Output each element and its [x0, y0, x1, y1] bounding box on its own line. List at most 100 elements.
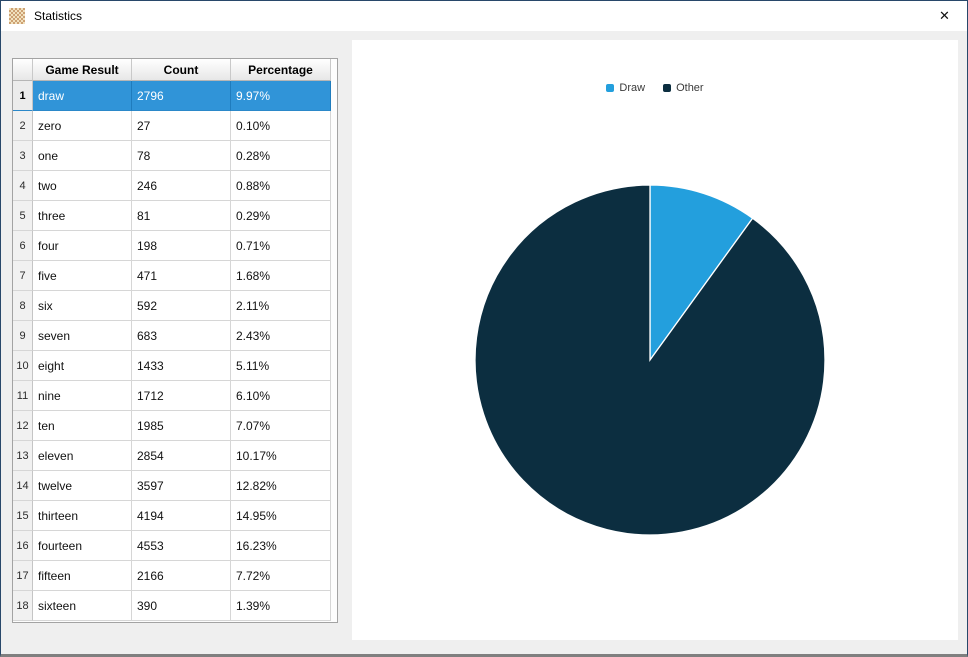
row-number[interactable]: 11 — [13, 381, 33, 411]
header-count[interactable]: Count — [132, 59, 231, 81]
cell-percentage[interactable]: 10.17% — [231, 441, 331, 471]
cell-count[interactable]: 78 — [132, 141, 231, 171]
row-number[interactable]: 8 — [13, 291, 33, 321]
cell-count[interactable]: 4553 — [132, 531, 231, 561]
legend-item-other[interactable]: Other — [663, 82, 704, 94]
row-number[interactable]: 15 — [13, 501, 33, 531]
row-number[interactable]: 6 — [13, 231, 33, 261]
row-number[interactable]: 5 — [13, 201, 33, 231]
cell-game-result[interactable]: sixteen — [33, 591, 132, 621]
cell-count[interactable]: 27 — [132, 111, 231, 141]
table-row[interactable]: 10 eight 1433 5.11% — [13, 351, 337, 381]
cell-percentage[interactable]: 9.97% — [231, 81, 331, 111]
table-row[interactable]: 17 fifteen 2166 7.72% — [13, 561, 337, 591]
cell-game-result[interactable]: two — [33, 171, 132, 201]
pie-slice-other[interactable] — [474, 184, 826, 536]
cell-percentage[interactable]: 16.23% — [231, 531, 331, 561]
row-number[interactable]: 4 — [13, 171, 33, 201]
cell-game-result[interactable]: seven — [33, 321, 132, 351]
cell-game-result[interactable]: fifteen — [33, 561, 132, 591]
cell-count[interactable]: 246 — [132, 171, 231, 201]
row-number[interactable]: 17 — [13, 561, 33, 591]
row-number[interactable]: 16 — [13, 531, 33, 561]
cell-percentage[interactable]: 5.11% — [231, 351, 331, 381]
cell-percentage[interactable]: 0.28% — [231, 141, 331, 171]
row-number[interactable]: 2 — [13, 111, 33, 141]
row-number[interactable]: 13 — [13, 441, 33, 471]
cell-percentage[interactable]: 2.11% — [231, 291, 331, 321]
table-row[interactable]: 15 thirteen 4194 14.95% — [13, 501, 337, 531]
cell-percentage[interactable]: 0.10% — [231, 111, 331, 141]
cell-count[interactable]: 2796 — [132, 81, 231, 111]
table-row[interactable]: 7 five 471 1.68% — [13, 261, 337, 291]
table-row[interactable]: 5 three 81 0.29% — [13, 201, 337, 231]
cell-percentage[interactable]: 0.29% — [231, 201, 331, 231]
cell-percentage[interactable]: 0.88% — [231, 171, 331, 201]
cell-percentage[interactable]: 14.95% — [231, 501, 331, 531]
cell-percentage[interactable]: 12.82% — [231, 471, 331, 501]
cell-percentage[interactable]: 1.68% — [231, 261, 331, 291]
cell-percentage[interactable]: 7.72% — [231, 561, 331, 591]
cell-game-result[interactable]: eight — [33, 351, 132, 381]
row-number[interactable]: 12 — [13, 411, 33, 441]
cell-game-result[interactable]: ten — [33, 411, 132, 441]
table-row[interactable]: 18 sixteen 390 1.39% — [13, 591, 337, 621]
cell-game-result[interactable]: draw — [33, 81, 132, 111]
table-row[interactable]: 14 twelve 3597 12.82% — [13, 471, 337, 501]
cell-count[interactable]: 471 — [132, 261, 231, 291]
table-row[interactable]: 13 eleven 2854 10.17% — [13, 441, 337, 471]
table-row[interactable]: 6 four 198 0.71% — [13, 231, 337, 261]
cell-count[interactable]: 4194 — [132, 501, 231, 531]
header-game-result[interactable]: Game Result — [33, 59, 132, 81]
cell-game-result[interactable]: one — [33, 141, 132, 171]
legend-item-draw[interactable]: Draw — [606, 82, 645, 94]
row-number[interactable]: 10 — [13, 351, 33, 381]
cell-game-result[interactable]: twelve — [33, 471, 132, 501]
table-row[interactable]: 3 one 78 0.28% — [13, 141, 337, 171]
cell-count[interactable]: 683 — [132, 321, 231, 351]
cell-game-result[interactable]: zero — [33, 111, 132, 141]
cell-count[interactable]: 2166 — [132, 561, 231, 591]
header-percentage[interactable]: Percentage — [231, 59, 331, 81]
cell-percentage[interactable]: 2.43% — [231, 321, 331, 351]
cell-count[interactable]: 1985 — [132, 411, 231, 441]
cell-count[interactable]: 2854 — [132, 441, 231, 471]
table-row[interactable]: 2 zero 27 0.10% — [13, 111, 337, 141]
table-row[interactable]: 9 seven 683 2.43% — [13, 321, 337, 351]
table-row[interactable]: 8 six 592 2.11% — [13, 291, 337, 321]
table-row[interactable]: 1 draw 2796 9.97% — [13, 81, 337, 111]
cell-percentage[interactable]: 0.71% — [231, 231, 331, 261]
row-number[interactable]: 1 — [13, 81, 33, 111]
cell-count[interactable]: 3597 — [132, 471, 231, 501]
table-row[interactable]: 11 nine 1712 6.10% — [13, 381, 337, 411]
cell-game-result[interactable]: eleven — [33, 441, 132, 471]
row-number[interactable]: 14 — [13, 471, 33, 501]
cell-game-result[interactable]: four — [33, 231, 132, 261]
cell-game-result[interactable]: six — [33, 291, 132, 321]
cell-count[interactable]: 81 — [132, 201, 231, 231]
cell-count[interactable]: 390 — [132, 591, 231, 621]
row-number[interactable]: 7 — [13, 261, 33, 291]
close-button[interactable]: ✕ — [922, 1, 967, 31]
cell-count[interactable]: 592 — [132, 291, 231, 321]
cell-game-result[interactable]: five — [33, 261, 132, 291]
cell-game-result[interactable]: fourteen — [33, 531, 132, 561]
title-bar[interactable]: Statistics ✕ — [1, 1, 967, 31]
cell-percentage[interactable]: 6.10% — [231, 381, 331, 411]
cell-game-result[interactable]: thirteen — [33, 501, 132, 531]
row-number[interactable]: 9 — [13, 321, 33, 351]
cell-game-result[interactable]: three — [33, 201, 132, 231]
cell-percentage[interactable]: 1.39% — [231, 591, 331, 621]
row-number[interactable]: 3 — [13, 141, 33, 171]
table-row[interactable]: 4 two 246 0.88% — [13, 171, 337, 201]
cell-count[interactable]: 198 — [132, 231, 231, 261]
cell-count[interactable]: 1712 — [132, 381, 231, 411]
cell-count[interactable]: 1433 — [132, 351, 231, 381]
pie-slice-draw[interactable] — [649, 184, 754, 363]
cell-game-result[interactable]: nine — [33, 381, 132, 411]
table-row[interactable]: 12 ten 1985 7.07% — [13, 411, 337, 441]
cell-percentage[interactable]: 7.07% — [231, 411, 331, 441]
table-row[interactable]: 16 fourteen 4553 16.23% — [13, 531, 337, 561]
row-number[interactable]: 18 — [13, 591, 33, 621]
